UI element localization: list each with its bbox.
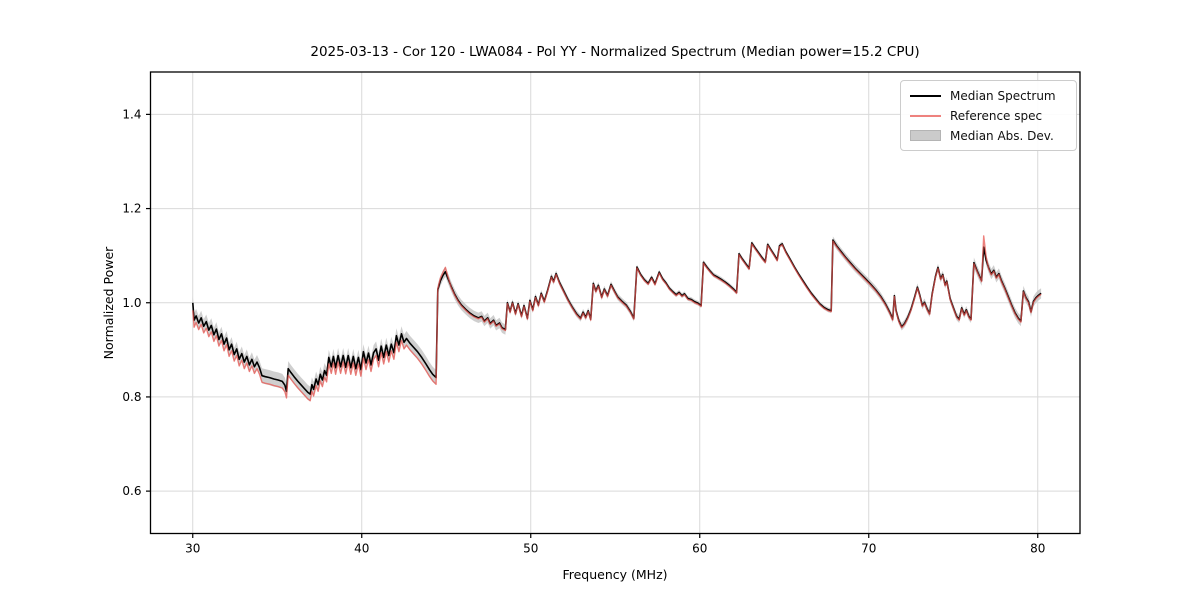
legend-item-reference-spec: Reference spec	[910, 108, 1066, 123]
x-tick-label: 50	[523, 542, 538, 556]
mad-band	[192, 236, 1042, 402]
legend-label-reference: Reference spec	[950, 108, 1043, 123]
x-tick-label: 40	[354, 542, 369, 556]
legend-patch-sample-mad	[910, 130, 941, 141]
y-tick-label: 0.8	[122, 390, 141, 404]
legend-label-median: Median Spectrum	[950, 88, 1056, 103]
legend-item-median-spectrum: Median Spectrum	[910, 88, 1066, 103]
legend-line-sample-median	[910, 94, 941, 97]
legend-line-sample-reference	[910, 114, 941, 117]
legend: Median Spectrum Reference spec Median Ab…	[900, 80, 1077, 151]
y-tick-label: 0.6	[122, 484, 141, 498]
x-tick-label: 80	[1030, 542, 1045, 556]
legend-item-median-abs-dev: Median Abs. Dev.	[910, 128, 1066, 143]
x-axis-label: Frequency (MHz)	[562, 567, 668, 582]
x-tick-label: 60	[692, 542, 707, 556]
x-tick-label: 70	[861, 542, 876, 556]
chart-title: 2025-03-13 - Cor 120 - LWA084 - Pol YY -…	[310, 44, 920, 60]
reference-spec-line	[192, 235, 1042, 402]
y-tick-label: 1.2	[122, 202, 141, 216]
y-axis-label: Normalized Power	[101, 246, 116, 360]
y-tick-label: 1.0	[122, 296, 141, 310]
legend-label-mad: Median Abs. Dev.	[950, 128, 1054, 143]
x-tick-label: 30	[185, 542, 200, 556]
y-tick-label: 1.4	[122, 107, 141, 121]
